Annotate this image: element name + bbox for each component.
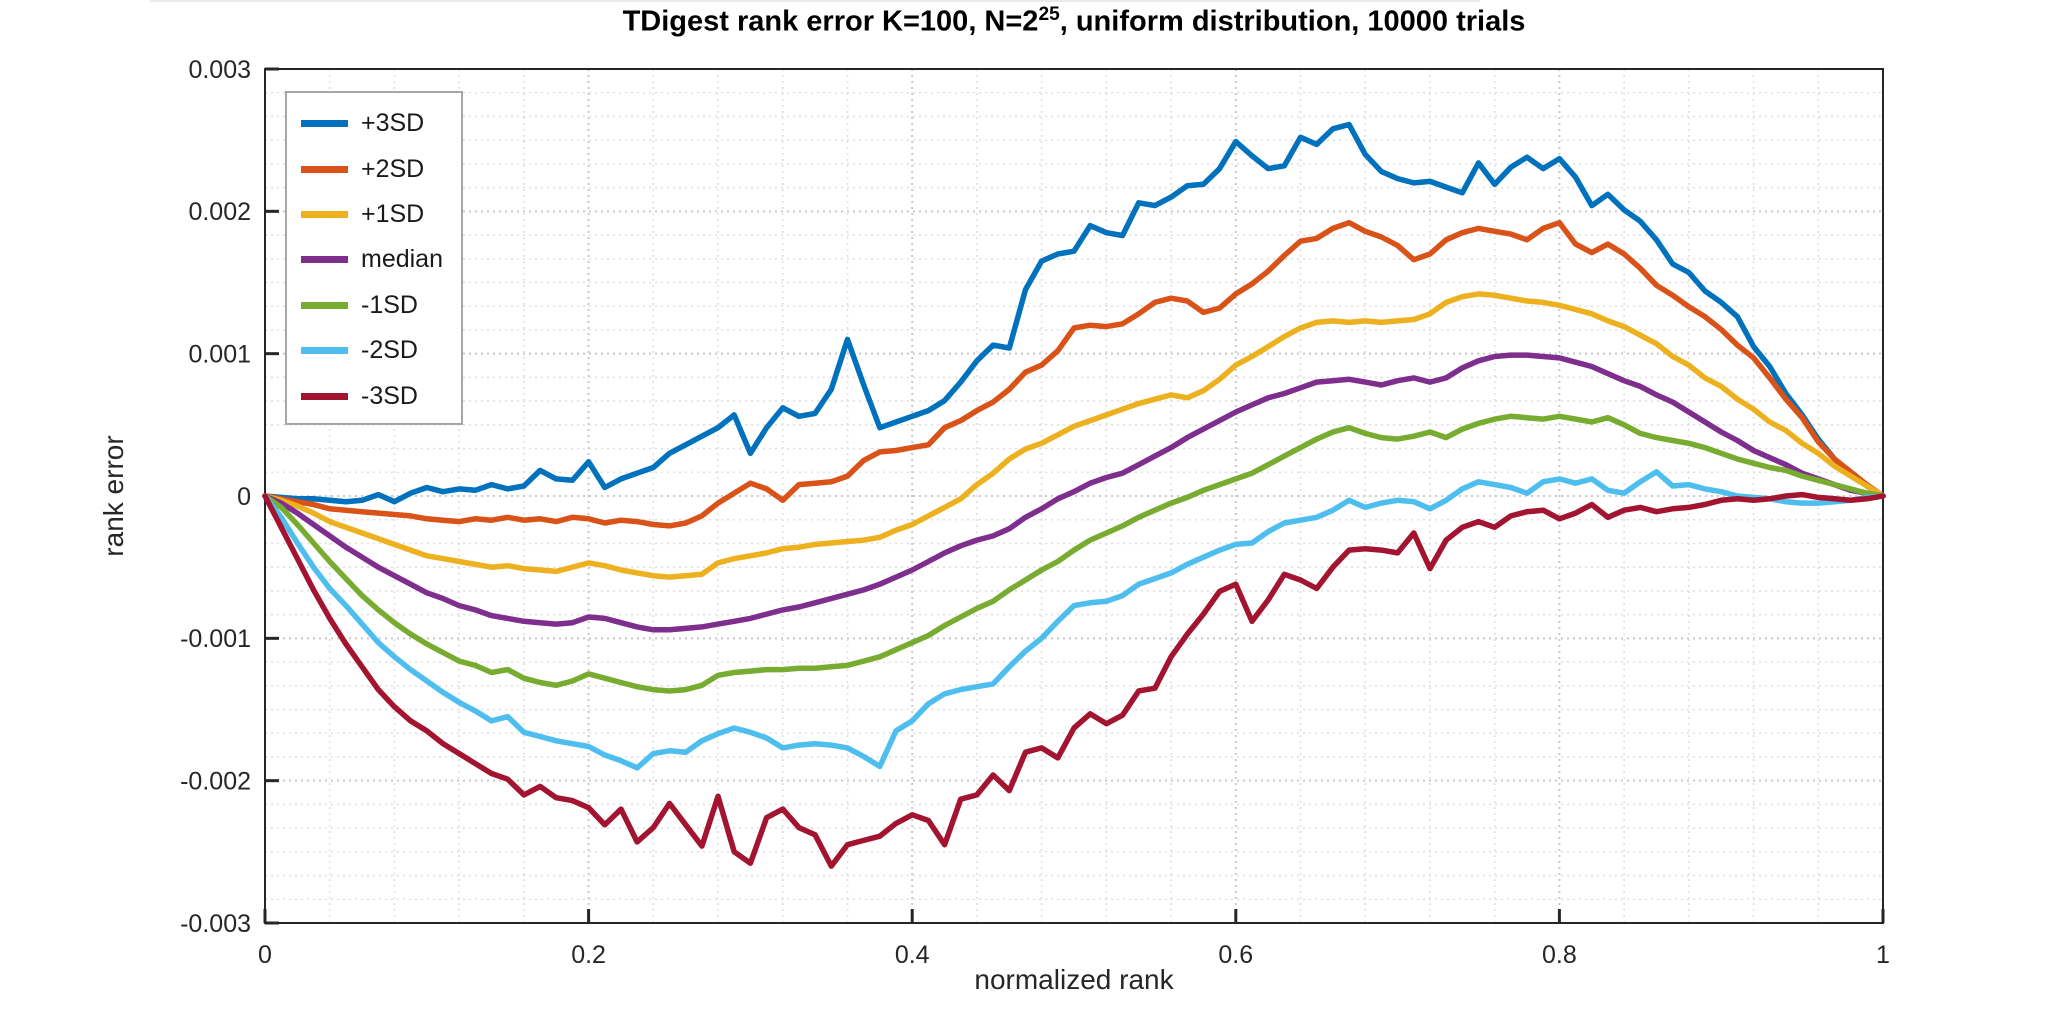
legend-label: -2SD [361,336,418,365]
legend-line-sample [301,392,348,400]
legend: +3SD +2SD +1SD median -1SD -2SD -3SD [285,91,463,425]
top-edge-artifact [150,0,1480,2]
series-line-3sd [262,491,1886,869]
x-tick-label: 0.2 [571,941,606,969]
legend-line-sample [301,211,348,219]
legend-entry: -2SD [287,336,461,365]
legend-entry: -3SD [287,382,461,411]
legend-line-sample [301,165,348,173]
legend-line-sample [301,347,348,355]
x-tick-label: 0.4 [895,941,930,969]
legend-line-sample [301,120,348,128]
series-line-2sd [262,219,1886,529]
legend-label: median [361,245,443,274]
y-tick-label: -0.001 [180,625,251,653]
chart-title-prefix: TDigest rank error K=100, N=2 [622,5,1039,38]
series-line-1sd [262,413,1886,694]
y-tick-label: -0.002 [180,767,251,795]
legend-label: +2SD [361,154,425,183]
chart-title: TDigest rank error K=100, N=225, uniform… [265,4,1883,39]
y-tick-label: 0 [237,483,251,511]
y-tick-label: 0.001 [188,340,251,368]
legend-entry: -1SD [287,291,461,320]
y-axis-label: rank error [98,435,129,557]
series-line-1sd [262,291,1886,580]
series-line-3sd [262,121,1886,505]
chart-title-suffix: , uniform distribution, 10000 trials [1059,5,1526,38]
y-tick-label: 0.003 [188,56,251,84]
x-tick-label: 0.8 [1542,941,1577,969]
y-tick-label: 0.002 [188,198,251,226]
x-tick-label: 1 [1876,941,1890,969]
legend-label: -3SD [361,381,418,410]
y-tick-label: -0.003 [180,910,251,938]
legend-entry: +3SD [287,109,461,138]
chart-title-superscript: 25 [1038,4,1060,25]
legend-label: +1SD [361,200,425,229]
legend-label: -1SD [361,290,418,319]
legend-line-sample [301,256,348,264]
x-tick-label: 0.6 [1218,941,1253,969]
legend-entry: +1SD [287,200,461,229]
x-tick-label: 0 [258,941,272,969]
series-line-median [262,352,1886,633]
legend-entry: median [287,245,461,274]
series-line-2sd [262,469,1886,771]
legend-label: +3SD [361,109,425,138]
legend-entry: +2SD [287,155,461,184]
legend-line-sample [301,301,348,309]
x-axis-label: normalized rank [974,964,1174,995]
